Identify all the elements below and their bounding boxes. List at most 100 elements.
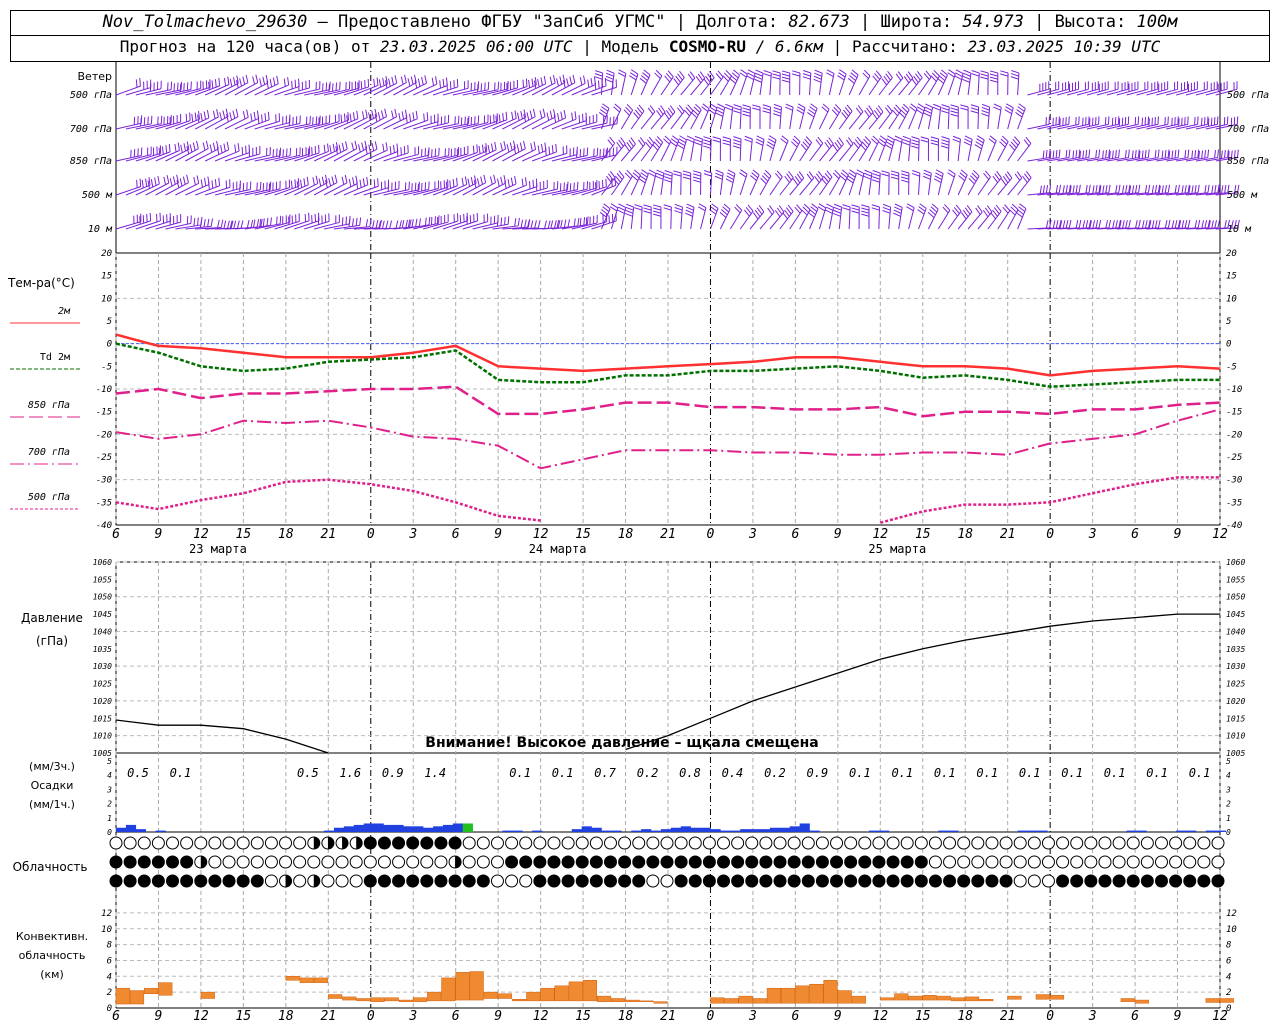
conv-cloud-bar [1219,998,1234,1003]
wind-barb-feather [1049,150,1052,160]
wind-barb [680,207,683,230]
wind-barb [779,177,794,196]
wind-barb-feather [177,142,180,151]
wind-barb-feather [1161,185,1164,194]
wind-barb [729,173,736,196]
wind-barb [729,107,734,130]
wind-barb-feather [537,78,540,88]
wind-barb-feather [1115,220,1118,229]
cloud-symbol [180,855,194,869]
cloud-symbol [759,874,773,888]
wind-barb-feather [894,135,903,140]
wind-barb-feather [932,106,941,111]
wind-barb-feather [219,112,223,121]
wind-barb [1027,192,1050,196]
cloud-symbol [476,855,490,869]
wind-barb-feather [315,175,319,184]
wind-barb-feather [338,144,342,153]
wind-barb [482,88,509,96]
wind-barb [125,220,151,230]
temp-tick-left: -30 [96,476,112,486]
temp-tick-right: -30 [1226,476,1242,486]
wind-barb-feather [796,109,804,115]
wind-barb-feather [165,145,168,154]
wind-barb [1156,227,1179,230]
wind-barb-feather [630,72,638,78]
wind-barb-feather [747,72,755,78]
wind-barb-feather [1012,138,1019,146]
wind-barb-feather [200,113,203,122]
wind-barb-feather [832,172,840,179]
wind-barb-feather [994,173,1000,181]
wind-barb-feather [618,69,627,74]
wind-barb [1205,192,1228,196]
wind-barb-feather [412,112,415,121]
conv-tick-right: 6 [1226,956,1231,966]
wind-barb [314,121,340,130]
time-tick-label: 21 [1000,527,1016,542]
wind-barb [828,175,841,196]
wind-barb [244,154,271,162]
model-label: | Модель [582,37,660,56]
pres-tick-left: 1055 [93,575,112,584]
wind-barb-feather [653,141,660,148]
wind-barb [1017,208,1027,230]
wind-level-label-right: 10 м [1227,224,1252,235]
cloud-symbol [787,855,801,869]
wind-barb-feather [715,73,722,80]
wind-barb [254,155,281,162]
wind-barb [314,89,340,96]
wind-barb-feather [750,175,757,181]
wind-barb-feather [385,76,388,85]
wind-barb [739,74,748,96]
wind-barb [204,149,229,162]
conv-cloud-bar [384,997,399,1002]
wind-barb [878,77,893,96]
wind-barb-feather [1237,184,1240,193]
wind-barb-feather [808,209,816,215]
wind-barb-feather [511,111,514,120]
cloud-symbol [830,855,844,869]
conv-tick-right: 10 [1226,925,1237,935]
wind-barb [601,143,616,162]
wind-barb [502,226,529,230]
cloud-symbol [180,874,194,888]
time-tick-label: 9 [155,527,163,542]
wind-barb-feather [236,220,240,229]
precip-bar [1126,830,1137,832]
wind-barb-feather [825,206,834,211]
wind-barb [531,116,556,130]
wind-barb-feather [379,219,382,228]
wind-barb-feather [833,209,842,214]
wind-barb [1106,192,1129,196]
wind-level-label-right: 500 м [1227,190,1258,201]
wind-barb [888,139,895,162]
conv-cloud-bar [639,1000,654,1002]
wind-barb-feather [227,220,230,229]
wind-barb [492,117,517,130]
wind-barb-feather [717,103,725,108]
wind-barb-feather [692,179,701,183]
wind-barb [908,207,915,230]
wind-barb-feather [327,143,329,152]
cloud-symbol [914,874,928,888]
wind-barb [313,149,338,162]
wind-barb-feather [233,77,236,86]
cloud-symbol [490,874,504,888]
wind-barb-feather [1233,150,1236,159]
wind-barb [1057,227,1080,230]
wind-barb-feather [306,176,309,185]
wind-barb-feather [900,109,907,116]
wind-barb [1166,157,1189,162]
cloud-symbol [603,874,617,888]
wind-barb-feather [768,138,776,144]
precip-3h-label: 0.1 [976,766,998,780]
time-tick-label: 9 [494,1009,502,1024]
wind-barb-feather [355,217,358,226]
wind-barb [898,139,903,162]
cloud-symbol [392,874,406,888]
cloud-symbol [434,855,448,869]
wind-barb [1067,123,1089,130]
wind-barb-feather [999,141,1006,148]
wind-barb [1215,192,1238,196]
